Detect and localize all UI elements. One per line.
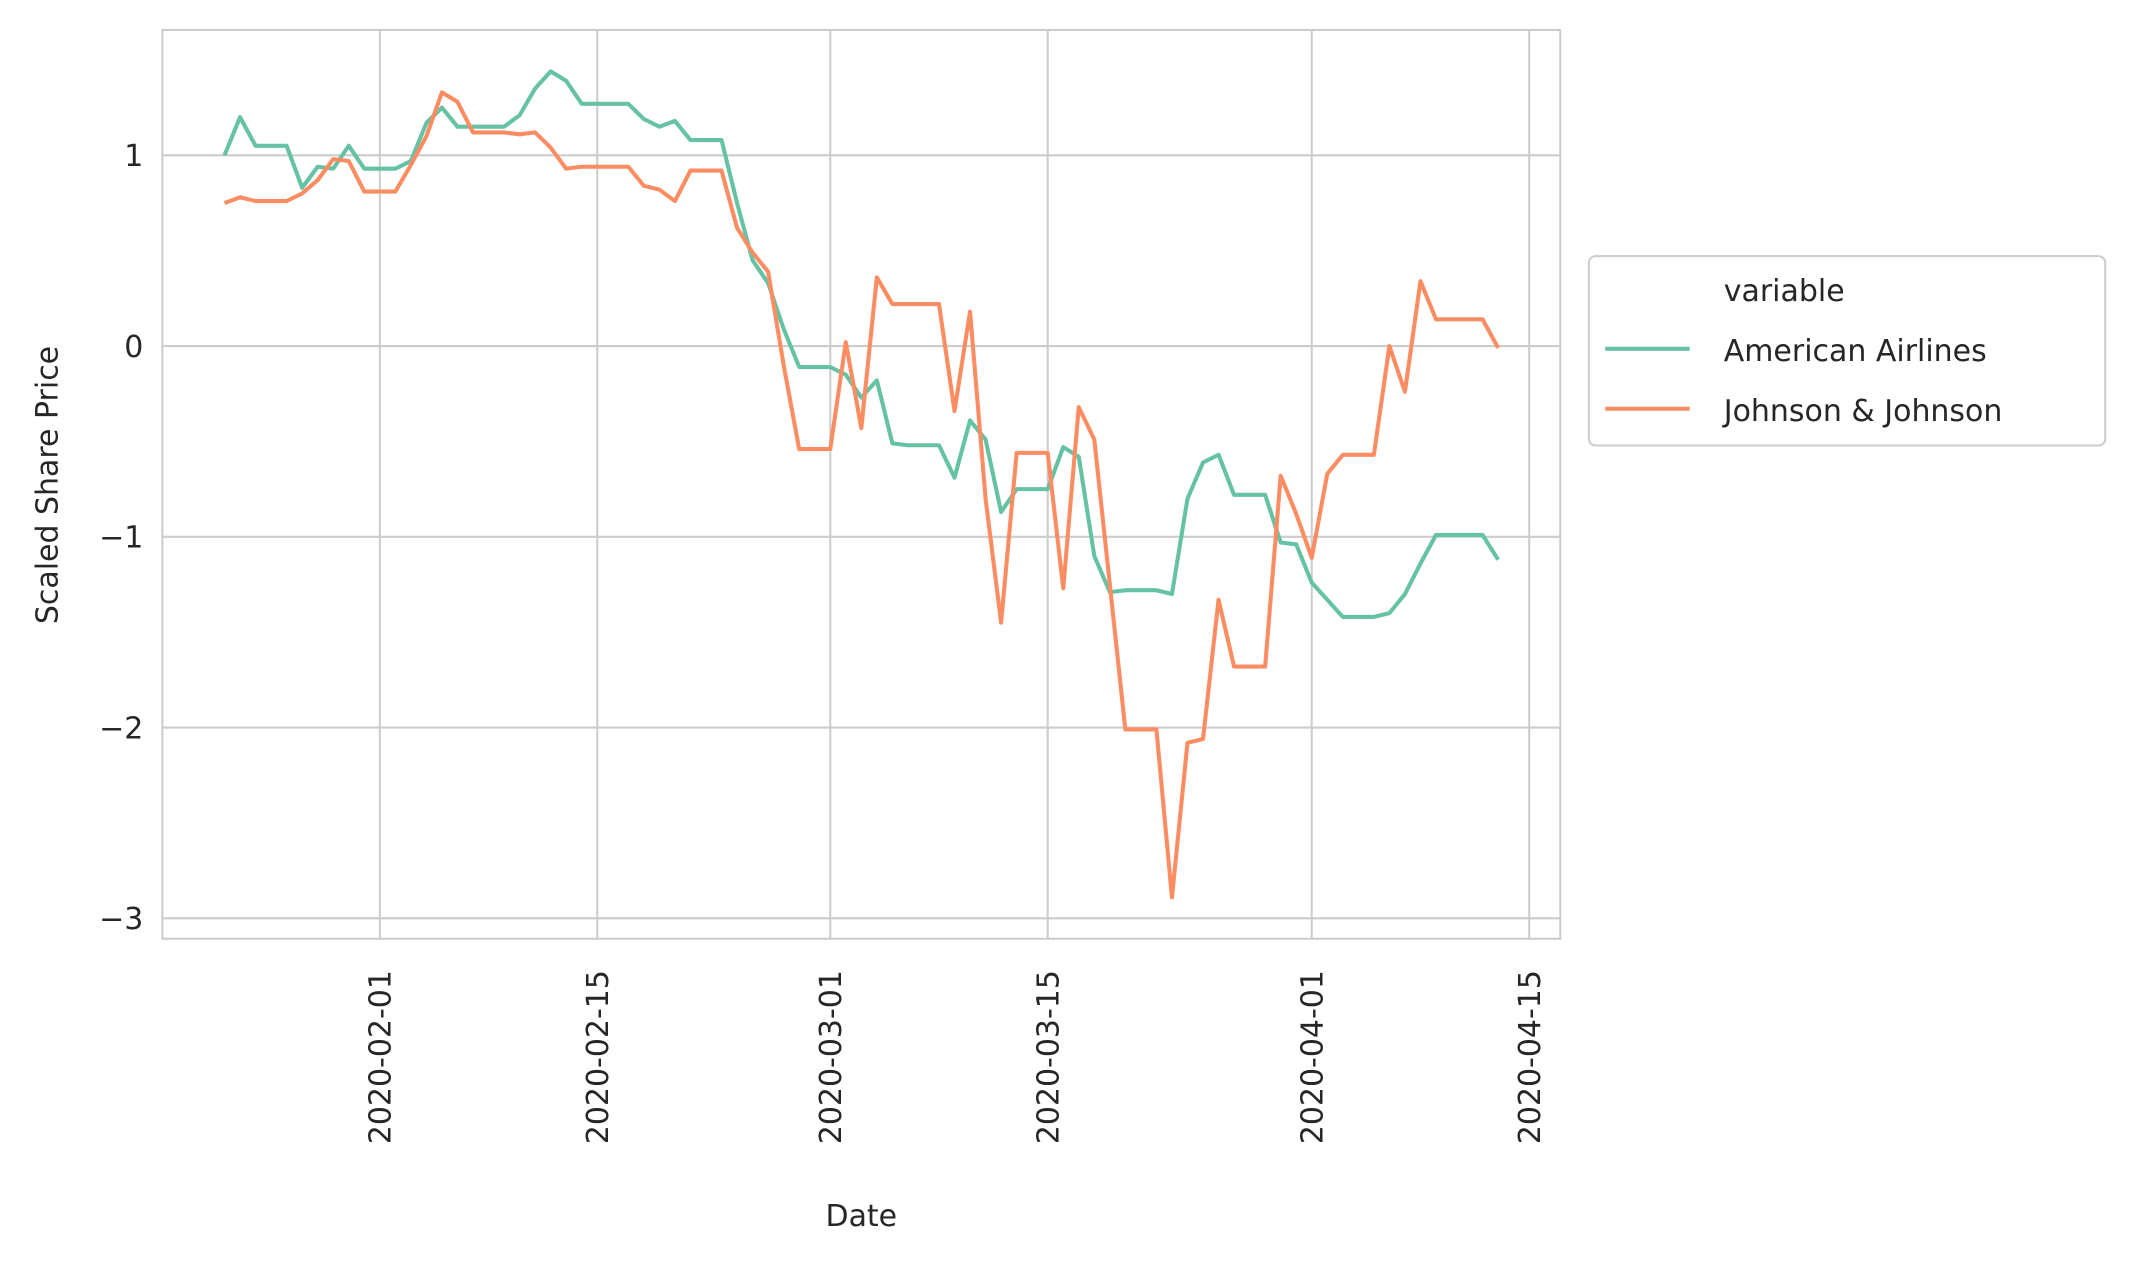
y-tick-label: 1 [124,139,143,174]
legend-title: variable [1724,274,1845,309]
x-tick-label: 2020-02-15 [581,970,616,1144]
legend-label: Johnson & Johnson [1722,394,2003,429]
x-tick-label: 2020-02-01 [364,970,399,1144]
x-tick-label: 2020-04-15 [1513,970,1548,1144]
plot-frame [161,28,1562,940]
series-line [223,90,1500,900]
y-axis-label: Scaled Share Price [30,346,65,624]
x-tick-label: 2020-04-01 [1296,970,1331,1144]
y-tick-label: 0 [124,330,143,365]
x-tick-label: 2020-03-15 [1032,970,1067,1144]
x-tick-label: 2020-03-01 [814,970,849,1144]
legend-box [1587,255,2107,447]
y-tick-label: −2 [99,711,143,746]
y-tick-label: −3 [99,902,143,937]
y-tick-label: −1 [99,521,143,556]
legend-label: American Airlines [1724,334,1987,369]
x-axis-label: Date [825,1199,897,1234]
